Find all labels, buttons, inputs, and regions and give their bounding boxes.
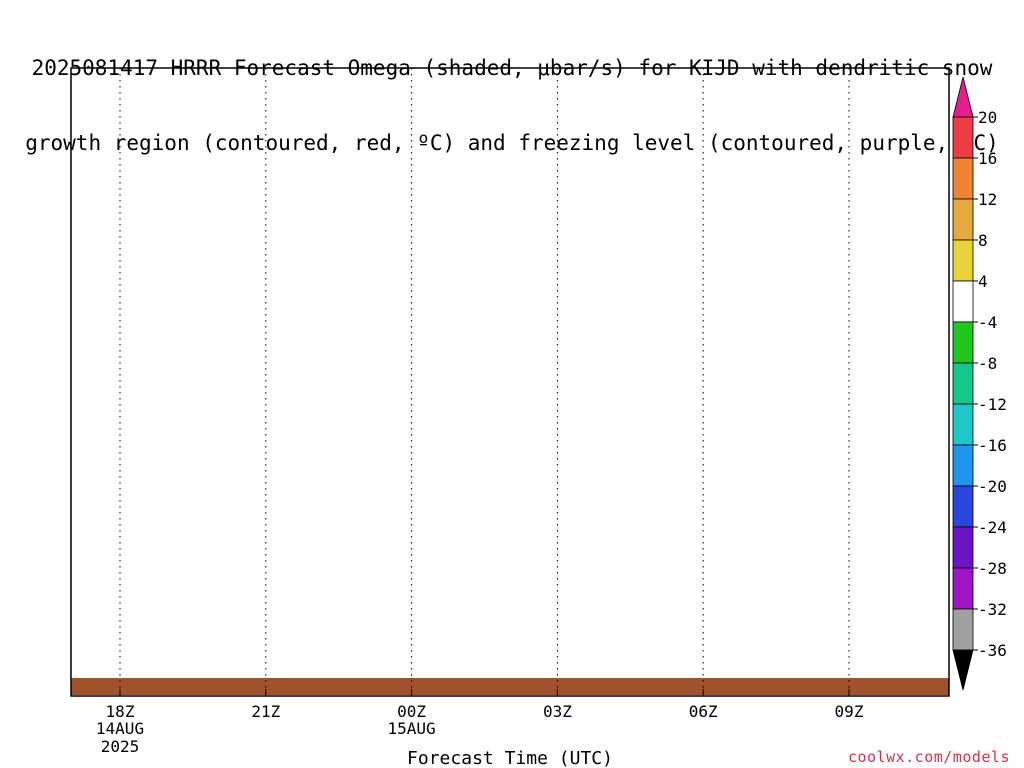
x-axis-title: Forecast Time (UTC)	[407, 748, 613, 768]
colorbar-bin	[952, 321, 974, 364]
colorbar-label: 16	[978, 149, 997, 168]
colorbar-label: -16	[978, 436, 1007, 455]
x-tick-label: 21Z	[251, 702, 280, 721]
colorbar-label: -24	[978, 518, 1007, 537]
colorbar: 20 16 12 8 4 -4 -8 -12 -16 -20 -24 -28 -32 -36	[952, 76, 1007, 691]
x-tick-date: 14AUG	[96, 719, 144, 738]
x-tick-label: 00Z	[397, 702, 426, 721]
colorbar-label: -12	[978, 395, 1007, 414]
chart-title-line2: growth region (contoured, red, ºC) and f…	[25, 131, 999, 155]
grid	[119, 68, 850, 696]
colorbar-label: 20	[978, 108, 997, 127]
colorbar-label: -32	[978, 600, 1007, 619]
plot-frame	[70, 67, 950, 697]
colorbar-bin	[952, 526, 974, 569]
colorbar-bin	[952, 444, 974, 487]
colorbar-under-arrow	[952, 649, 974, 691]
colorbar-bin	[952, 280, 974, 323]
colorbar-bin	[952, 567, 974, 610]
colorbar-label: 8	[978, 231, 988, 250]
colorbar-label: -36	[978, 641, 1007, 660]
colorbar-bin	[952, 403, 974, 446]
colorbar-label: -20	[978, 477, 1007, 496]
x-tick-date: 15AUG	[388, 719, 436, 738]
colorbar-label: 12	[978, 190, 997, 209]
colorbar-label: -8	[978, 354, 997, 373]
colorbar-bin	[952, 608, 974, 651]
colorbar-label: -4	[978, 313, 997, 332]
colorbar-bin	[952, 198, 974, 241]
x-tick-label: 03Z	[543, 702, 572, 721]
x-tick-label: 09Z	[835, 702, 864, 721]
colorbar-bin	[952, 362, 974, 405]
x-tick-label: 06Z	[689, 702, 718, 721]
colorbar-over-arrow	[952, 76, 974, 118]
colorbar-bin	[952, 116, 974, 159]
colorbar-bin	[952, 239, 974, 282]
colorbar-label: 4	[978, 272, 988, 291]
ground-fill	[71, 678, 949, 695]
colorbar-bin	[952, 157, 974, 200]
colorbar-bin	[952, 485, 974, 528]
x-tick-year: 2025	[101, 737, 140, 756]
credit-link[interactable]: coolwx.com/models	[848, 748, 1010, 766]
colorbar-label: -28	[978, 559, 1007, 578]
x-tick-label: 18Z	[106, 702, 135, 721]
